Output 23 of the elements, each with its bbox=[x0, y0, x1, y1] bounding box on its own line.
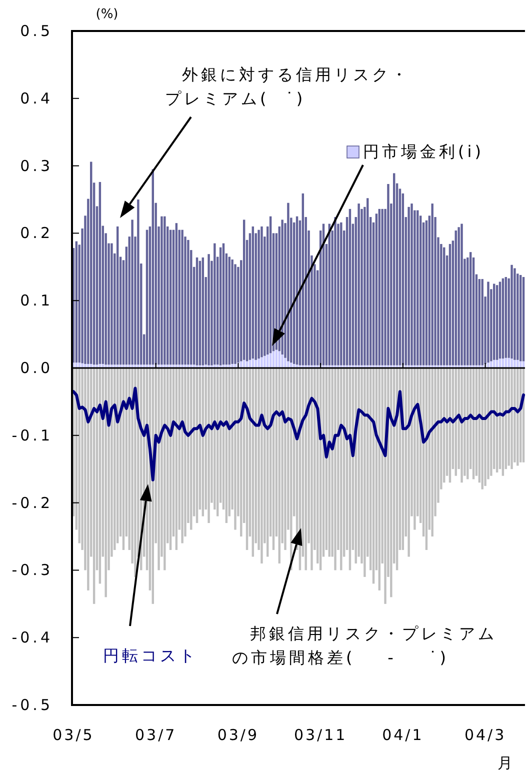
y-tick-label: -0.5 bbox=[12, 696, 53, 714]
y-tick-label: -0.1 bbox=[12, 426, 53, 444]
y-tick-label: -0.4 bbox=[12, 628, 53, 647]
y-tick-label: 0.1 bbox=[20, 292, 53, 310]
y-tick-label: 0.2 bbox=[20, 224, 53, 242]
y-tick-label: 0.3 bbox=[20, 156, 53, 175]
y-tick-label: 0.4 bbox=[20, 89, 53, 108]
y-axis-title: (%) bbox=[96, 7, 118, 22]
y-tick-label: -0.2 bbox=[12, 494, 53, 512]
legend-label: 円市場金利(i) bbox=[363, 141, 485, 163]
text: 邦銀信用リスク・プレミアムの市場間格差( - ˙) bbox=[232, 623, 498, 669]
x-tick-label: 03/9 bbox=[217, 726, 260, 744]
text: 外銀に対する信用リスク・プレミアム( ˙) bbox=[165, 64, 411, 110]
x-tick-label: 03/5 bbox=[52, 726, 94, 744]
y-tick-label: -0.3 bbox=[12, 561, 53, 580]
x-tick-label: 03/11 bbox=[294, 726, 348, 744]
y-tick-label: 0.0 bbox=[20, 359, 53, 377]
y-tick-label: 0.5 bbox=[20, 22, 53, 40]
x-tick-label: 04/3 bbox=[464, 726, 506, 744]
x-tick-label: 03/7 bbox=[134, 726, 177, 744]
x-tick-label: 04/1 bbox=[382, 726, 424, 744]
text: 円転コスト bbox=[103, 645, 199, 667]
x-axis-title: 月 bbox=[498, 754, 512, 772]
